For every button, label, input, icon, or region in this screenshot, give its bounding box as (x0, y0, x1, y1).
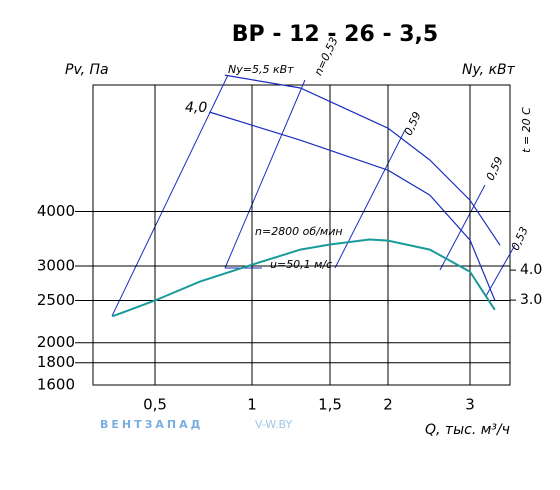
annotation: 4,0 (185, 100, 207, 116)
y-tick-label: 3000 (37, 256, 75, 274)
annotation: u=50,1 м/с (270, 258, 332, 271)
y2-tick-label: 4.0 (520, 262, 542, 278)
y-tick-label: 4000 (37, 202, 75, 220)
annotation: Ny=5,5 кВт (228, 63, 294, 76)
y2-tick-label: 3.0 (520, 292, 542, 308)
plot-frame (92, 84, 511, 386)
x-tick-label: 0,5 (143, 396, 167, 414)
watermark: ВЕНТЗАПАД (100, 418, 203, 431)
annotation: 0,59 (484, 155, 506, 183)
x-tick-label: 1 (247, 396, 257, 414)
efficiency-lines (111, 74, 516, 317)
chart-title: ВР - 12 - 26 - 3,5 (232, 22, 438, 47)
series-line (209, 111, 496, 301)
x-label: Q, тыс. м³/ч (425, 422, 510, 438)
y-tick-label: 2000 (37, 333, 75, 351)
watermark-url: V-W.BY (255, 418, 292, 431)
x-tick-label: 2 (383, 396, 393, 414)
x-tick-label: 1,5 (318, 396, 342, 414)
y-tick-label: 1600 (37, 376, 75, 394)
annotation: n=2800 об/мин (255, 225, 343, 238)
y-label: Pv, Па (65, 62, 109, 78)
annotation: 0,53 (509, 225, 531, 253)
y-tick-label: 2500 (37, 291, 75, 309)
series-line (224, 74, 501, 246)
y-tick-label: 1800 (37, 353, 75, 371)
y2-label: Ny, кВт (462, 62, 516, 78)
annotation: 0,59 (402, 110, 424, 138)
x-tick-label: 3 (465, 396, 475, 414)
temperature: t = 20 С (520, 107, 533, 153)
series-line (112, 238, 496, 318)
